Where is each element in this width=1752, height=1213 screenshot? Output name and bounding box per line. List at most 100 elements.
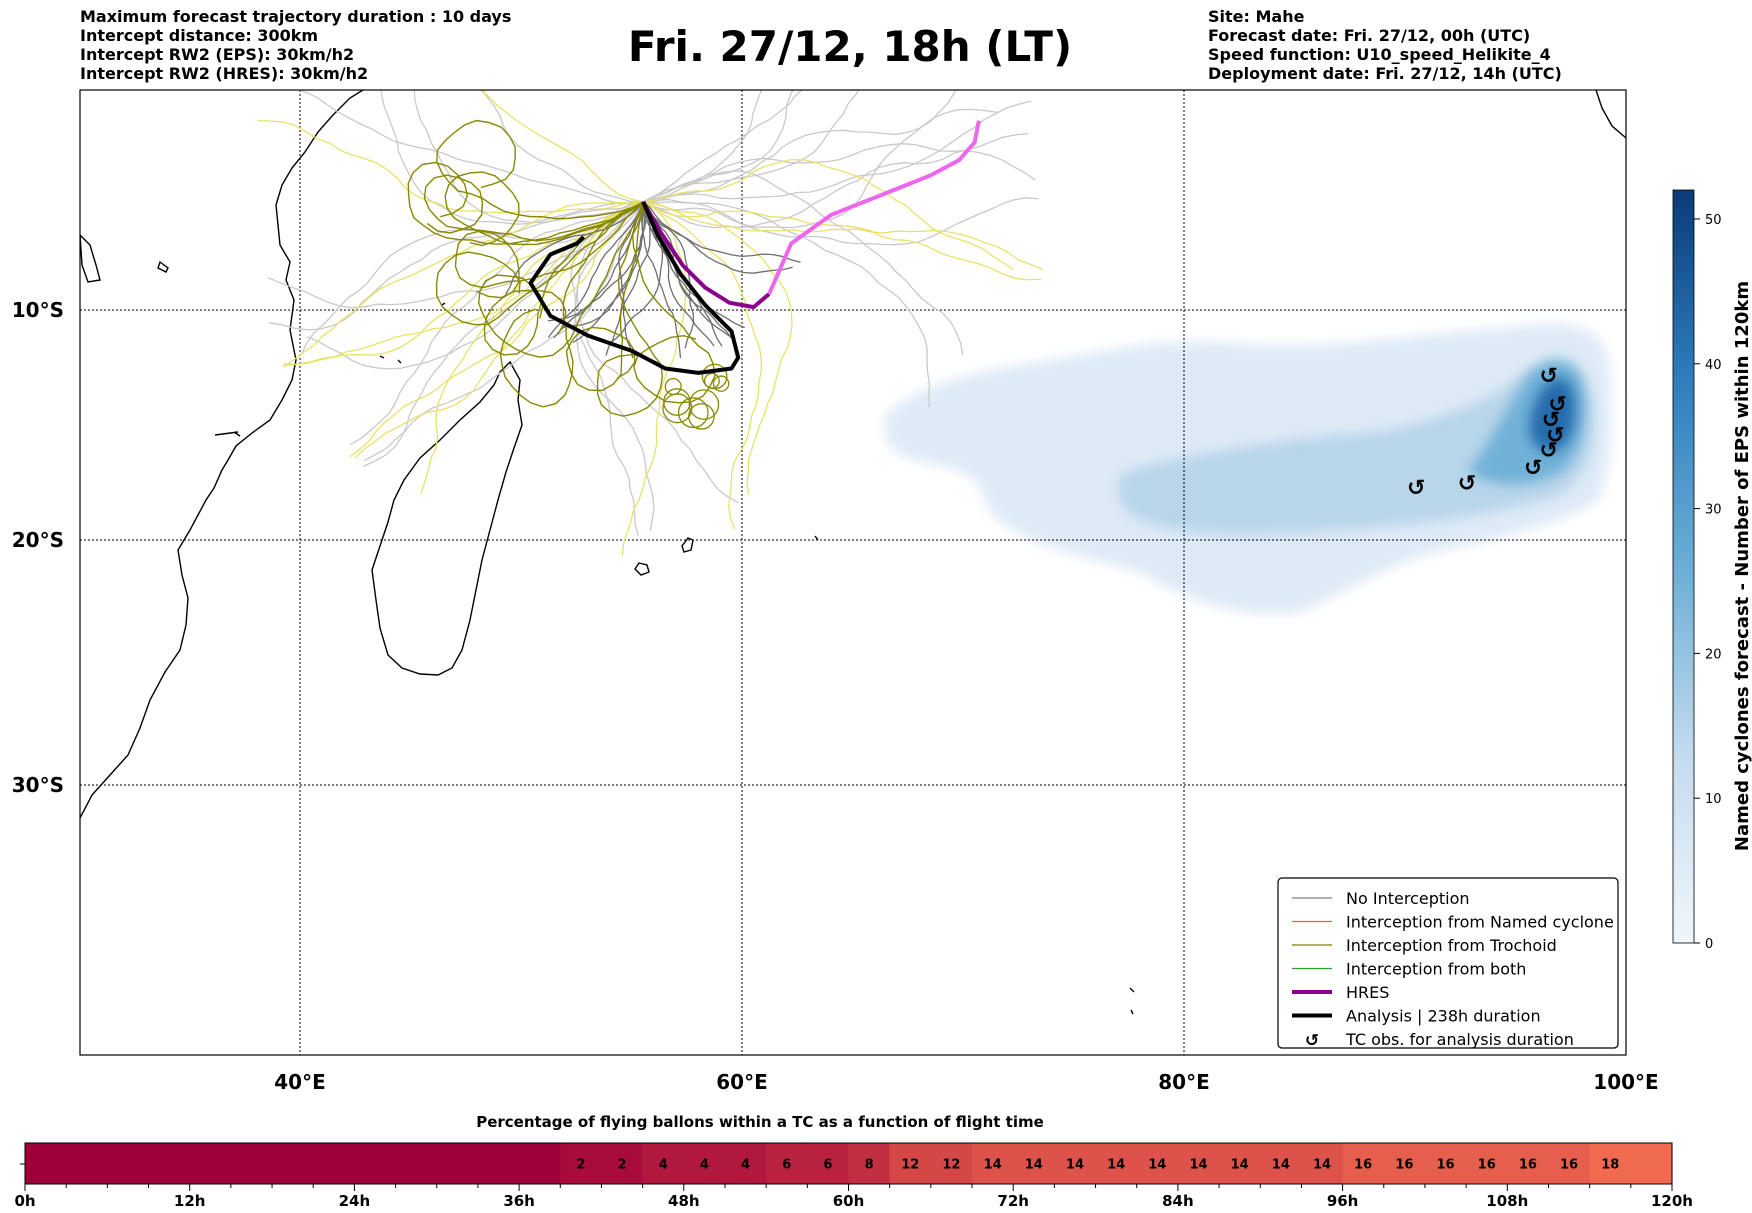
- timeline-cell-value: 4: [659, 1158, 668, 1173]
- trochoid-loop: [688, 389, 720, 420]
- timeline-cell: [807, 1143, 850, 1184]
- africa-coast: [80, 90, 364, 819]
- ensemble-trajectory: [349, 201, 644, 446]
- legend-label: Interception from Named cyclone: [1346, 913, 1614, 932]
- lon-label-60E: 60°E: [716, 1070, 768, 1094]
- ensemble-trajectory: [479, 90, 644, 203]
- legend-items: No Interception Interception from Named c…: [1292, 889, 1614, 1051]
- ensemble-trajectory: [643, 90, 957, 203]
- lon-label-40E: 40°E: [274, 1070, 326, 1094]
- ensemble-trajectory: [643, 158, 1014, 270]
- timeline-cell: [642, 1143, 685, 1184]
- pemba-zanzibar: [80, 234, 101, 283]
- tc-obs-marker: ↺: [1524, 456, 1542, 481]
- timeline-cell-value: 14: [1313, 1158, 1331, 1173]
- timeline-cell: [1136, 1143, 1179, 1184]
- ensemble-trajectory: [547, 201, 644, 338]
- tc-obs-marker: ↺: [1542, 408, 1560, 433]
- longitude-labels: 40°E 60°E 80°E 100°E: [274, 1070, 1658, 1094]
- timeline-cell-value: 12: [942, 1158, 960, 1173]
- timeline-tick-label: 24h: [339, 1192, 371, 1210]
- timeline-cell: [1219, 1143, 1261, 1184]
- tc-obs-marker: ↺: [1539, 364, 1557, 389]
- timeline-cell: [354, 1143, 397, 1184]
- timeline-tick-label: 84h: [1162, 1192, 1194, 1210]
- sumatra-tip: [1595, 90, 1626, 139]
- lat-label-10S: 10°S: [12, 298, 64, 322]
- timeline-cell-value: 16: [1519, 1158, 1537, 1173]
- ensemble-trajectory: [257, 119, 644, 214]
- timeline-cell: [724, 1143, 767, 1184]
- colorbar-ticks: 0 10 20 30 40 50: [1694, 213, 1722, 952]
- ensemble-trajectory: [574, 201, 655, 532]
- timeline-cell-value: 14: [1148, 1158, 1166, 1173]
- ensemble-trajectory: [349, 201, 644, 458]
- timeline-cell: [1589, 1143, 1632, 1184]
- ensemble-trajectory: [642, 90, 803, 203]
- timeline-cell: [930, 1143, 973, 1184]
- max-duration-text: Maximum forecast trajectory duration : 1…: [80, 7, 512, 26]
- ensemble-trajectory: [477, 201, 644, 358]
- timeline-cell: [230, 1143, 273, 1184]
- ensemble-trajectory: [354, 201, 644, 459]
- timeline-cell: [1177, 1143, 1220, 1184]
- timeline-cell-value: 12: [901, 1158, 919, 1173]
- ensemble-trajectory: [605, 201, 651, 356]
- map-frame: [79, 89, 1627, 1056]
- tc-obs-marker: ↺: [1458, 472, 1476, 497]
- timeline-cell: [1054, 1143, 1097, 1184]
- timeline-cell: [477, 1143, 520, 1184]
- timeline-title: Percentage of flying ballons within a TC…: [476, 1113, 1044, 1131]
- timeline-cell: [889, 1143, 932, 1184]
- timeline-cell: [972, 1143, 1014, 1184]
- density-mid: [1117, 368, 1594, 535]
- ensemble-trajectory: [283, 201, 644, 367]
- hres-track-late: [767, 120, 981, 295]
- trochoid-loop: [662, 393, 693, 424]
- timeline-cell: [1630, 1143, 1673, 1184]
- timeline-cell: [519, 1143, 561, 1184]
- colorbar-tick-label: 50: [1705, 213, 1722, 228]
- timeline-cell-value: 18: [1601, 1158, 1619, 1173]
- deployment-date-text: Deployment date: Fri. 27/12, 14h (UTC): [1208, 64, 1562, 83]
- ensemble-trajectory: [413, 90, 644, 224]
- timeline-cell: [148, 1143, 191, 1184]
- chart-title: Fri. 27/12, 18h (LT): [627, 22, 1073, 71]
- ensemble-trajectory: [444, 171, 644, 247]
- tc-obs-marker: ↺: [1546, 423, 1564, 448]
- trochoid-loop: [663, 388, 691, 416]
- timeline-cell: [1260, 1143, 1303, 1184]
- timeline-cell-value: 2: [576, 1158, 585, 1173]
- timeline-cell-value: 14: [1025, 1158, 1043, 1173]
- timeline-cell: [395, 1143, 438, 1184]
- site-text: Site: Mahe: [1208, 7, 1305, 26]
- ensemble-trajectory: [283, 201, 644, 365]
- graticule: [80, 90, 1626, 1055]
- timeline-cell: [1301, 1143, 1344, 1184]
- timeline-cell: [272, 1143, 314, 1184]
- timeline-tick-label: 72h: [997, 1192, 1029, 1210]
- colorbar-tick-label: 0: [1705, 937, 1713, 952]
- timeline-cell-value: 14: [1066, 1158, 1084, 1173]
- colorbar: 0 10 20 30 40 50 Named cyclones forecast - Nu…: [1672, 189, 1752, 952]
- ensemble-trajectory: [643, 90, 794, 203]
- timeline-cell: [560, 1143, 603, 1184]
- legend: No Interception Interception from Named c…: [1277, 877, 1619, 1051]
- intercept-hres-text: Intercept RW2 (HRES): 30km/h2: [80, 64, 369, 83]
- forecast-date-text: Forecast date: Fri. 27/12, 00h (UTC): [1208, 26, 1531, 45]
- colorbar-tick-label: 10: [1705, 792, 1722, 807]
- ensemble-trajectory: [596, 201, 667, 417]
- ensemble-trajectory: [642, 108, 998, 229]
- legend-label: No Interception: [1346, 889, 1470, 908]
- timeline-cell-value: 14: [1231, 1158, 1249, 1173]
- timeline-cell: [601, 1143, 644, 1184]
- timeline-cell: [1466, 1143, 1508, 1184]
- ensemble-trajectory: [643, 90, 763, 203]
- timeline-cell-value: 4: [700, 1158, 709, 1173]
- intercept-eps-text: Intercept RW2 (EPS): 30km/h2: [80, 45, 355, 64]
- tc-obs-marker: ↺: [1548, 393, 1566, 418]
- trochoid-loop: [712, 375, 730, 392]
- analysis-track: [528, 201, 741, 375]
- timeline-cell-value: 16: [1354, 1158, 1372, 1173]
- timeline-cell: [1095, 1143, 1138, 1184]
